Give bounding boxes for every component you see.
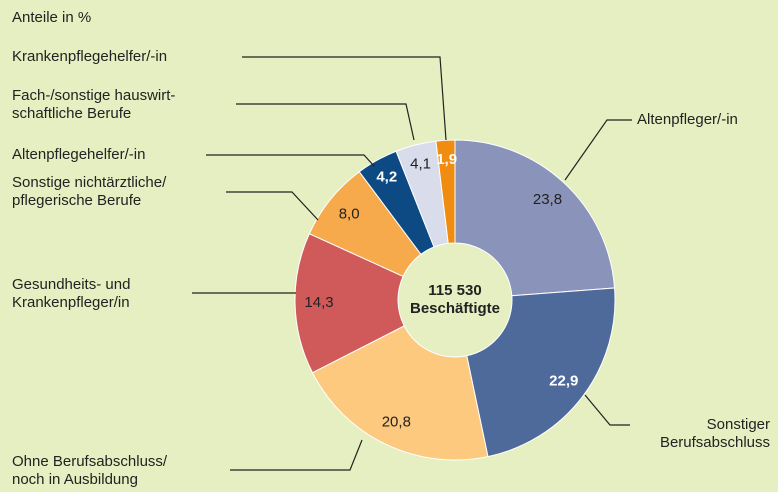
category-label: Altenpfleger/-in xyxy=(637,111,738,128)
category-label: schaftliche Berufe xyxy=(12,105,131,122)
category-label: Altenpflegehelfer/-in xyxy=(12,146,145,163)
donut-slice xyxy=(435,139,456,244)
chart-title: Anteile in % xyxy=(12,9,91,26)
value-label: 20,8 xyxy=(382,414,411,431)
category-label: noch in Ausbildung xyxy=(12,471,138,488)
value-label: 4,1 xyxy=(410,155,431,172)
donut-slice xyxy=(454,139,616,297)
value-label: 22,9 xyxy=(549,373,578,390)
category-label: Krankenpflegehelfer/-in xyxy=(12,48,167,65)
category-label: Sonstiger xyxy=(707,416,770,433)
donut-slice xyxy=(294,233,405,374)
category-label: Gesundheits- und xyxy=(12,276,130,293)
leader-line xyxy=(564,119,632,181)
leader-line xyxy=(584,394,630,426)
leader-line xyxy=(226,191,319,221)
category-label: Ohne Berufsabschluss/ xyxy=(12,453,168,470)
center-label: Beschäftigte xyxy=(410,300,500,317)
category-label: Fach-/sonstige hauswirt- xyxy=(12,87,175,104)
leader-line xyxy=(230,439,363,471)
leader-line xyxy=(236,103,415,141)
value-label: 23,8 xyxy=(533,191,562,208)
category-label: Sonstige nichtärztliche/ xyxy=(12,174,167,191)
donut-slice xyxy=(311,325,489,461)
leader-line xyxy=(242,56,447,141)
donut-slice xyxy=(466,287,616,458)
leader-line xyxy=(206,154,375,167)
value-label: 14,3 xyxy=(304,294,333,311)
category-label: pflegerische Berufe xyxy=(12,192,141,209)
value-label: 1,9 xyxy=(436,151,457,168)
value-label: 8,0 xyxy=(339,206,360,223)
center-label: 115 530 xyxy=(428,282,481,299)
value-label: 4,2 xyxy=(376,169,397,186)
category-label: Berufsabschluss xyxy=(660,434,770,451)
category-label: Krankenpfleger/in xyxy=(12,294,130,311)
